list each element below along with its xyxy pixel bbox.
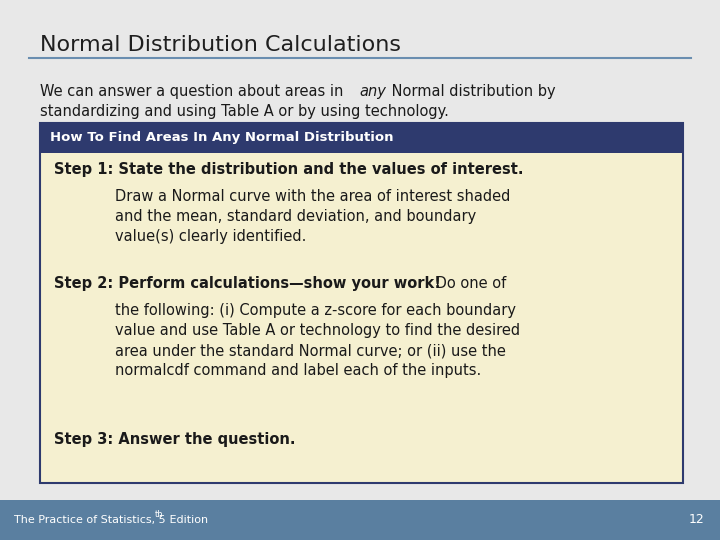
- Text: Do one of: Do one of: [431, 276, 506, 292]
- Text: the following: (i) Compute a z-score for each boundary
value and use Table A or : the following: (i) Compute a z-score for…: [115, 303, 521, 378]
- Text: Normal Distribution Calculations: Normal Distribution Calculations: [40, 35, 400, 55]
- Text: 12: 12: [688, 513, 704, 526]
- Text: Edition: Edition: [166, 515, 208, 525]
- Text: Step 1: State the distribution and the values of interest.: Step 1: State the distribution and the v…: [54, 162, 523, 177]
- Text: Step 3: Answer the question.: Step 3: Answer the question.: [54, 432, 295, 447]
- Text: Step 2: Perform calculations—show your work!: Step 2: Perform calculations—show your w…: [54, 276, 441, 292]
- Text: How To Find Areas In Any Normal Distribution: How To Find Areas In Any Normal Distribu…: [50, 131, 394, 144]
- Text: th: th: [155, 510, 163, 519]
- Text: Normal distribution by: Normal distribution by: [387, 84, 555, 99]
- Text: Draw a Normal curve with the area of interest shaded
and the mean, standard devi: Draw a Normal curve with the area of int…: [115, 189, 510, 244]
- FancyBboxPatch shape: [0, 500, 720, 540]
- Text: We can answer a question about areas in: We can answer a question about areas in: [40, 84, 348, 99]
- Text: any: any: [359, 84, 386, 99]
- Text: standardizing and using Table A or by using technology.: standardizing and using Table A or by us…: [40, 104, 449, 119]
- FancyBboxPatch shape: [40, 123, 683, 483]
- FancyBboxPatch shape: [40, 123, 683, 153]
- Text: The Practice of Statistics, 5: The Practice of Statistics, 5: [14, 515, 166, 525]
